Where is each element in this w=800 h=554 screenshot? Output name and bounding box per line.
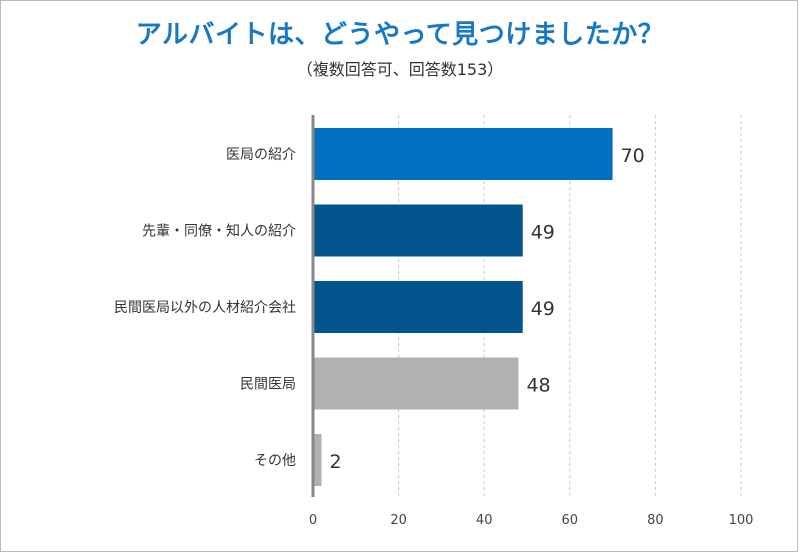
chart-title: アルバイトは、どうやって見つけましたか？ xyxy=(135,20,665,50)
category-label-4: 民間医局 xyxy=(240,377,296,393)
category-label-1: 医局の紹介 xyxy=(226,147,296,163)
category-label-3: 民間医局以外の人材紹介会社 xyxy=(114,300,296,316)
bar-4 xyxy=(313,357,519,410)
x-tick-label-60: 60 xyxy=(562,513,579,528)
x-tick-label-40: 40 xyxy=(476,513,493,528)
x-tick-label-20: 20 xyxy=(390,513,407,528)
category-label-2: 先輩・同僚・知人の紹介 xyxy=(142,223,296,240)
value-label-4: 48 xyxy=(526,375,550,397)
value-label-5: 2 xyxy=(330,451,342,473)
x-tick-label-100: 100 xyxy=(729,513,754,528)
x-tick-label-0: 0 xyxy=(309,513,317,528)
bar-1 xyxy=(313,128,613,180)
value-label-2: 49 xyxy=(531,222,555,244)
value-label-3: 49 xyxy=(531,298,555,320)
bar-5 xyxy=(313,434,322,486)
category-label-5: その他 xyxy=(254,453,296,469)
bar-3 xyxy=(313,281,523,333)
value-label-1: 70 xyxy=(621,145,645,167)
chart-subtitle: （複数回答可、回答数153） xyxy=(296,60,504,79)
bar-2 xyxy=(313,204,523,257)
x-tick-label-80: 80 xyxy=(647,513,664,528)
